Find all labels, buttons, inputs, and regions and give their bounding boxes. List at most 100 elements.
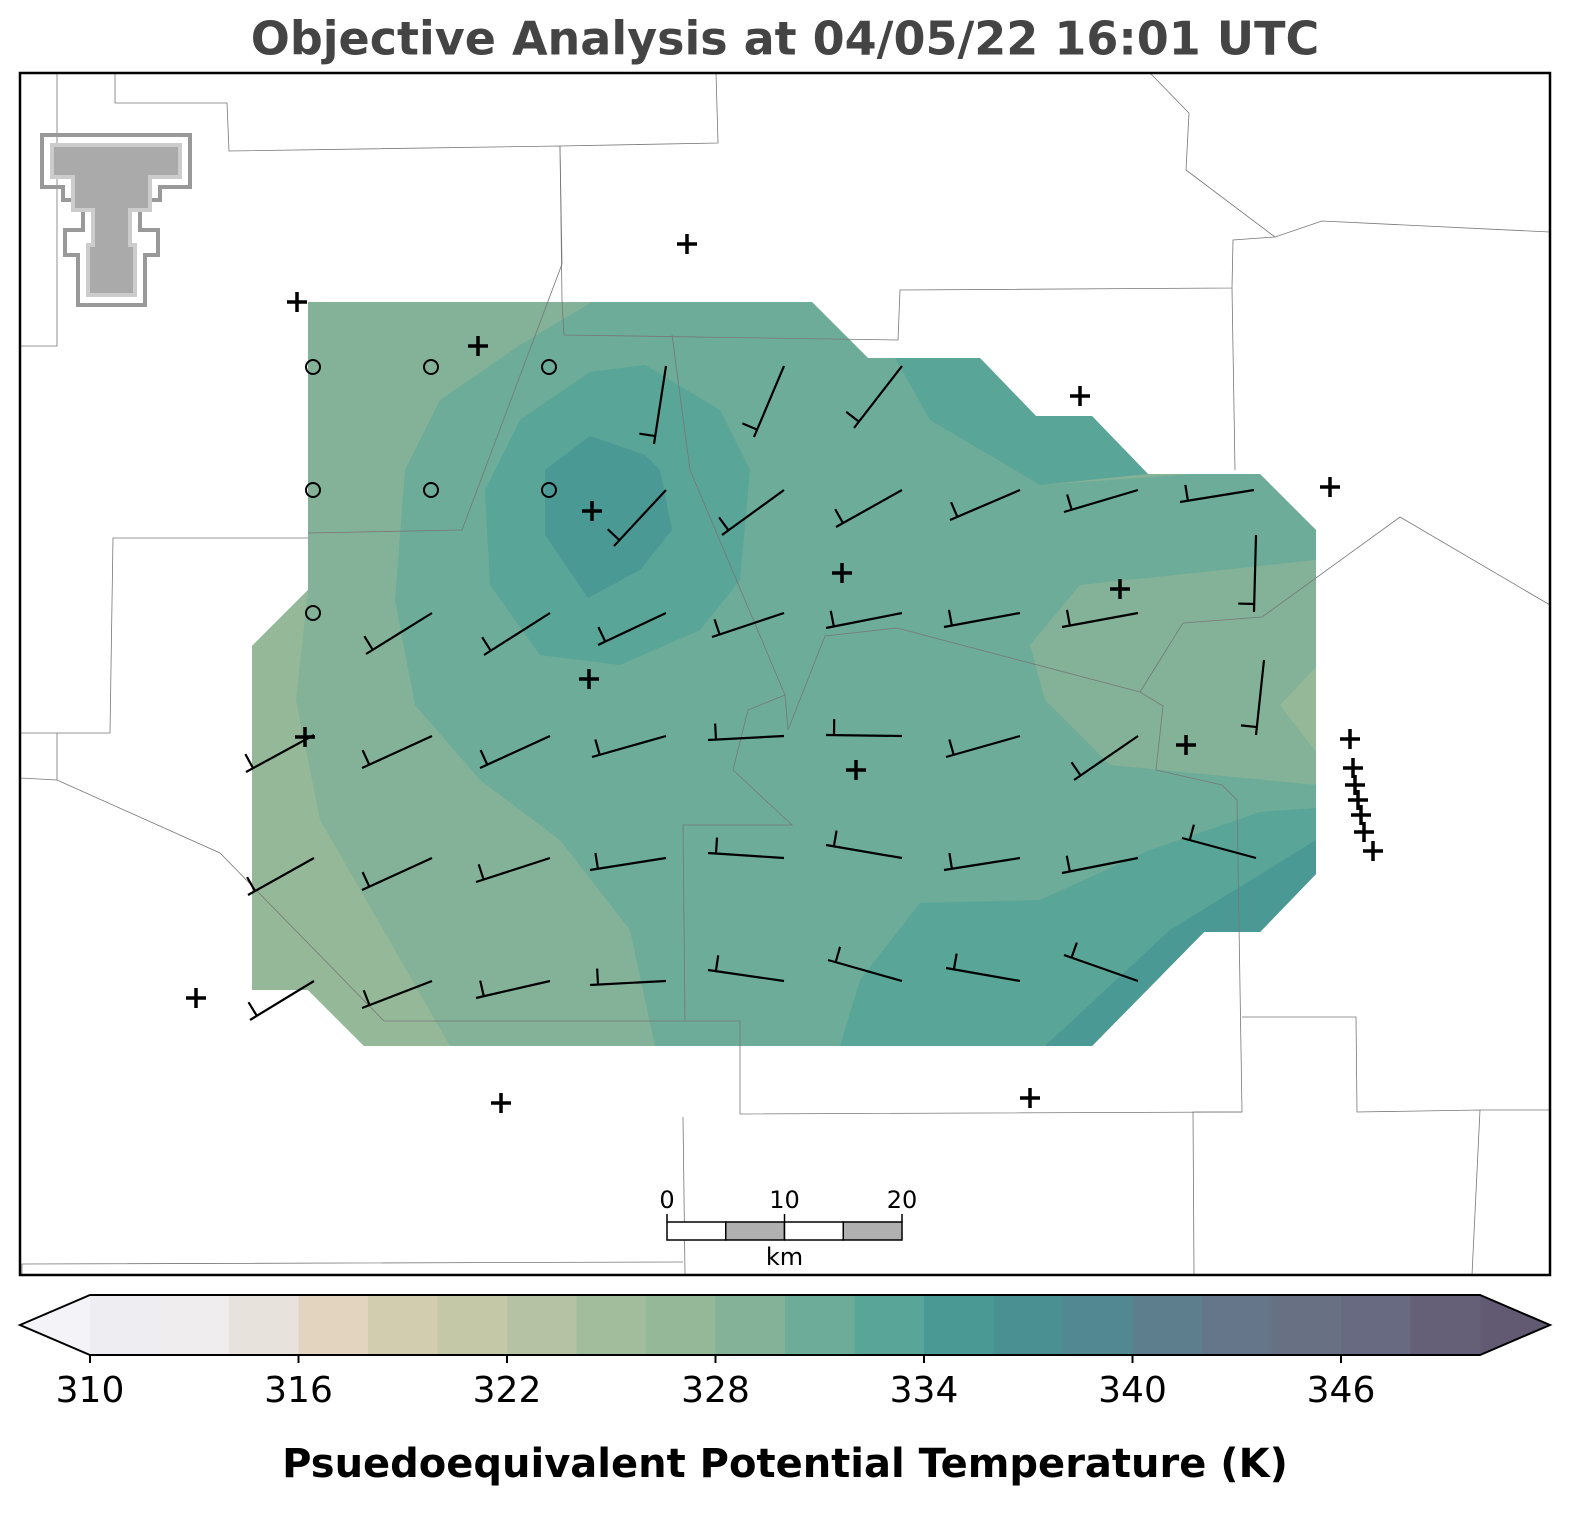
- wind-barb: [741, 365, 786, 438]
- station-plus: [582, 501, 602, 521]
- colorbar-tick-label: 340: [1098, 1370, 1167, 1411]
- station-plus: [1345, 775, 1365, 795]
- colorbar-box: [437, 1295, 508, 1355]
- station-plus: [1348, 790, 1368, 810]
- wind-barb: [945, 734, 1021, 759]
- wind-barb: [1238, 534, 1258, 613]
- station-plus: [1351, 805, 1371, 825]
- station-plus: [677, 234, 697, 254]
- colorbar-tick-label: 346: [1307, 1370, 1376, 1411]
- colorbar-box: [368, 1295, 438, 1355]
- wind-barb: [707, 837, 785, 860]
- wind-barb: [711, 611, 785, 639]
- station-plus: [1354, 822, 1374, 842]
- station-calm: [305, 605, 321, 621]
- scale-segment: [842, 1221, 903, 1241]
- stations: [186, 234, 1383, 1113]
- wind-barb: [1063, 942, 1139, 983]
- analysis-fill: [840, 808, 1316, 1046]
- station-plus: [832, 563, 852, 583]
- scale-tick-label: 10: [769, 1186, 800, 1214]
- station-plus: [491, 1093, 511, 1113]
- station-plus: [1070, 386, 1090, 406]
- wind-barb: [707, 955, 785, 983]
- colorbar-extend-over: [1480, 1295, 1550, 1355]
- wind-barb: [1240, 659, 1266, 736]
- wind-barb: [1061, 609, 1139, 629]
- wind-barb: [845, 365, 903, 429]
- wind-barb: [1070, 735, 1139, 781]
- colorbar-box: [924, 1295, 994, 1355]
- station-plus: [1363, 841, 1383, 861]
- colorbar-box: [90, 1295, 160, 1355]
- wind-barb: [589, 968, 667, 987]
- wind-barb: [949, 488, 1021, 522]
- wind-barb: [945, 953, 1021, 983]
- station-plus: [579, 669, 599, 689]
- wind-barb: [479, 734, 551, 770]
- analysis-fill: [252, 590, 450, 1046]
- colorbar-tick-label: 328: [681, 1370, 750, 1411]
- map: 0 10 20 km: [18, 71, 1552, 1277]
- station-plus: [846, 760, 866, 780]
- station-plus: [468, 336, 488, 356]
- colorbar-tick-label: 322: [473, 1370, 542, 1411]
- wind-barb: [589, 852, 667, 872]
- colorbar-box: [229, 1295, 299, 1355]
- station-plus: [1110, 579, 1130, 599]
- scale-tick-label: 20: [887, 1186, 918, 1214]
- analysis-fill: [1045, 840, 1316, 1046]
- county-lines: [19, 72, 1551, 1276]
- colorbar-box: [993, 1295, 1064, 1355]
- analysis-fill: [895, 358, 1148, 485]
- wind-barb: [707, 723, 785, 742]
- wind-barb: [591, 734, 667, 759]
- analysis-fill: [1280, 667, 1316, 752]
- colorbar-box: [1202, 1295, 1272, 1355]
- colorbar-tick-label: 316: [264, 1370, 333, 1411]
- wind-barb: [361, 734, 433, 770]
- scale-unit: km: [766, 1243, 803, 1271]
- wind-barb: [1061, 855, 1139, 875]
- colorbar-box: [1132, 1295, 1203, 1355]
- wind-barb: [1063, 488, 1139, 514]
- wind-barb: [475, 856, 551, 884]
- station-calm: [541, 359, 557, 375]
- scale-tick-label: 0: [659, 1186, 674, 1214]
- colorbar-box: [576, 1295, 647, 1355]
- wind-barb: [639, 365, 668, 445]
- map-frame: [18, 71, 1552, 1277]
- colorbar: 310 316 322 328 334 340 346: [17, 1294, 1553, 1411]
- wind-barb: [825, 719, 903, 738]
- colorbar-box: [159, 1295, 230, 1355]
- station-calm: [541, 482, 557, 498]
- colorbar-box: [1410, 1295, 1481, 1355]
- station-plus: [186, 988, 206, 1008]
- wind-barb: [943, 609, 1021, 629]
- colorbar-box: [785, 1295, 855, 1355]
- wind-barb: [363, 612, 433, 655]
- wind-barb: [943, 852, 1021, 872]
- station-plus: [1343, 758, 1363, 778]
- colorbar-box: [1271, 1295, 1342, 1355]
- colorbar-box: [715, 1295, 786, 1355]
- wind-barb: [834, 489, 903, 528]
- wind-barb: [718, 489, 785, 536]
- colorbar-box: [1063, 1295, 1133, 1355]
- colorbar-box: [298, 1295, 369, 1355]
- station-plus: [1340, 729, 1360, 749]
- wind-barb: [244, 734, 315, 773]
- station-calm: [423, 359, 439, 375]
- wind-barb: [827, 946, 903, 983]
- scale-segment: [725, 1221, 786, 1241]
- wind-barb: [1181, 824, 1257, 860]
- wind-barb: [361, 856, 433, 892]
- wind-barb: [481, 612, 551, 656]
- wind-barbs: [244, 365, 1266, 1021]
- wind-barb: [597, 612, 667, 646]
- colorbar-tick-label: 310: [56, 1370, 125, 1411]
- colorbar-box: [646, 1295, 716, 1355]
- logo: [40, 133, 192, 307]
- colorbar-box: [507, 1295, 577, 1355]
